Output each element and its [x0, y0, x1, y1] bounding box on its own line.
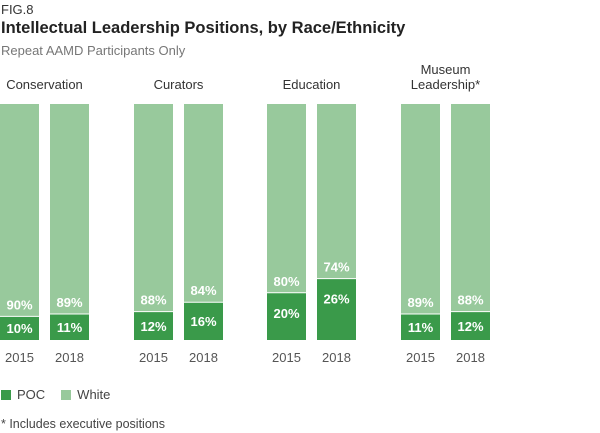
data-label-white: 89% [56, 295, 82, 310]
year-tick-label: 2018 [456, 350, 485, 365]
data-label-poc: 16% [190, 314, 216, 329]
data-label-poc: 26% [323, 292, 349, 307]
legend-swatch-poc [1, 389, 11, 400]
bar-segment-white [0, 104, 39, 317]
year-tick-label: 2015 [406, 350, 435, 365]
year-tick-label: 2018 [322, 350, 351, 365]
group-label: Leadership* [411, 77, 480, 92]
data-label-white: 88% [457, 293, 483, 308]
chart-title: Intellectual Leadership Positions, by Ra… [1, 19, 406, 37]
group-label: Museum [421, 62, 471, 77]
group-label: Education [283, 77, 341, 92]
legend: POC White [1, 387, 126, 402]
legend-item-poc: POC [1, 387, 45, 402]
bar-segment-poc [317, 278, 356, 340]
data-label-poc: 11% [57, 320, 83, 335]
bar-segment-white [401, 104, 440, 315]
data-label-white: 90% [6, 297, 32, 312]
year-tick-label: 2015 [139, 350, 168, 365]
data-label-poc: 10% [6, 321, 32, 336]
data-label-poc: 11% [408, 320, 434, 335]
bar-segment-poc [267, 292, 306, 340]
data-label-white: 74% [323, 260, 349, 275]
group-label: Curators [154, 77, 204, 92]
bar-segment-poc [134, 311, 173, 340]
bar-segment-white [451, 104, 490, 312]
figure-number: FIG.8 [1, 2, 34, 17]
bar-segment-poc [0, 316, 39, 340]
data-label-white: 89% [407, 295, 433, 310]
data-label-poc: 12% [457, 319, 483, 334]
bar-segment-poc [401, 314, 440, 340]
chart-subtitle: Repeat AAMD Participants Only [1, 43, 186, 58]
year-tick-label: 2015 [5, 350, 34, 365]
bar-segment-white [134, 104, 173, 312]
bar-segment-white [184, 104, 223, 303]
bar-segment-poc [50, 314, 89, 340]
legend-swatch-white [61, 389, 72, 400]
legend-label-white: White [77, 387, 111, 402]
data-label-poc: 20% [273, 306, 299, 321]
year-tick-label: 2018 [189, 350, 218, 365]
legend-label-poc: POC [17, 387, 46, 402]
year-tick-label: 2018 [55, 350, 84, 365]
bar-segment-white [50, 104, 89, 315]
data-label-white: 88% [140, 293, 166, 308]
bar-segment-poc [184, 302, 223, 340]
bar-segment-poc [451, 311, 490, 340]
bar-segment-white [267, 104, 306, 293]
year-tick-label: 2015 [272, 350, 301, 365]
legend-item-white: White [61, 387, 110, 402]
bar-segment-white [317, 104, 356, 279]
data-label-white: 84% [190, 283, 216, 298]
group-label: Conservation [6, 77, 83, 92]
footnote: * Includes executive positions [1, 417, 165, 431]
data-label-white: 80% [273, 274, 299, 289]
data-label-poc: 12% [140, 319, 166, 334]
